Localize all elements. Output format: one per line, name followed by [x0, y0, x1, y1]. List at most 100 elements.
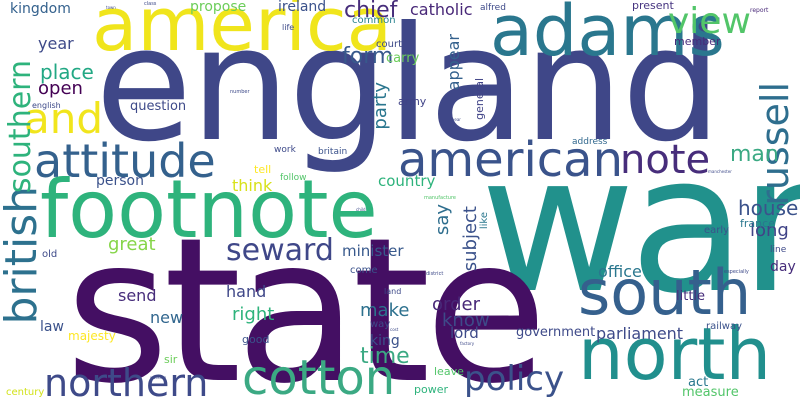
word-send: send [118, 286, 157, 305]
word-good: good [242, 333, 270, 346]
word-life: life [282, 23, 295, 32]
word-report: report [750, 7, 769, 14]
word-worker: worker [476, 131, 490, 136]
word-north: north [578, 312, 772, 396]
word-english: english [32, 101, 61, 110]
word-france: france [740, 217, 775, 230]
word-especially: especially [724, 269, 749, 275]
word-sir: sir [164, 353, 178, 366]
word-way: way [370, 319, 391, 330]
word-right: right [232, 304, 275, 325]
word-year: year [38, 34, 74, 53]
word-government: government [516, 325, 596, 340]
word-adams: adams [490, 0, 725, 72]
word-king: king [370, 333, 400, 349]
word-view: view [668, 1, 751, 42]
word-make: make [360, 300, 410, 321]
word-power: power [414, 383, 448, 396]
word-factory: factory [460, 341, 475, 346]
word-man: man [730, 142, 779, 167]
word-hand: hand [226, 282, 267, 301]
word-law: law [40, 319, 64, 335]
word-class: class [144, 1, 157, 7]
word-address: address [572, 137, 608, 147]
word-tell: tell [254, 163, 272, 176]
word-old: old [42, 249, 58, 260]
word-british: british [0, 186, 47, 325]
word-manufacture: manufacture [424, 195, 456, 201]
word-appear: appear [444, 34, 463, 91]
word-child: child [356, 207, 366, 212]
word-britain: britain [318, 147, 348, 157]
word-come: come [350, 265, 378, 276]
word-leave: leave [434, 365, 464, 378]
word-policy: policy [464, 359, 565, 399]
word-order: order [432, 294, 480, 315]
word-year-small: year [452, 117, 461, 122]
word-long: long [750, 220, 789, 241]
word-time: time [360, 344, 410, 369]
word-seward: seward [226, 233, 334, 268]
word-southern: southern [3, 60, 38, 194]
word-common: common [352, 15, 396, 26]
word-new: new [150, 308, 184, 327]
word-know: know [442, 310, 490, 331]
word-note: note [620, 137, 711, 183]
word-and: and [24, 94, 104, 143]
word-kingdom: kingdom [10, 1, 71, 17]
word-chief: chief [344, 0, 398, 23]
word-think: think [232, 176, 273, 195]
word-general: general [473, 78, 486, 120]
word-district: district [426, 271, 444, 277]
word-manchester: manchester [708, 169, 732, 174]
word-state: state [65, 195, 548, 400]
word-great: great [108, 234, 156, 255]
word-minister: minister [342, 242, 404, 260]
word-day: day [770, 259, 796, 275]
word-ireland: ireland [278, 0, 327, 15]
word-follow: follow [280, 173, 307, 183]
word-england: england [95, 0, 722, 177]
word-subject: subject [460, 206, 481, 272]
word-working: working [150, 375, 166, 380]
word-form: form [342, 44, 394, 69]
word-court: court [376, 39, 402, 50]
word-person: person [96, 173, 144, 189]
word-office: office [598, 262, 642, 281]
word-catholic: catholic [410, 0, 473, 19]
word-army: army [398, 95, 427, 108]
word-railway: railway [706, 321, 743, 332]
word-northern: northern [44, 361, 209, 400]
word-little: little [676, 289, 706, 304]
word-alfred: alfred [480, 3, 506, 13]
word-say: say [432, 204, 453, 236]
word-america: america [92, 0, 392, 68]
word-cost: cost [390, 327, 399, 332]
word-land: land [384, 287, 402, 296]
word-measure: measure [682, 385, 739, 400]
word-american: american [398, 132, 623, 188]
word-cotton: cotton [242, 350, 396, 400]
word-country: country [378, 172, 436, 190]
word-south: south [578, 256, 752, 329]
word-place: place [40, 60, 94, 84]
word-number: number [230, 89, 250, 95]
word-house: house [738, 196, 799, 220]
word-footnote: footnote [40, 163, 378, 256]
word-war: war [480, 114, 800, 335]
word-line: line [770, 245, 787, 255]
word-present: present [632, 0, 674, 12]
word-work: work [274, 145, 296, 155]
word-attitude: attitude [34, 134, 216, 188]
word-parliament: parliament [596, 324, 684, 343]
word-propose: propose [190, 0, 247, 15]
word-open: open [38, 78, 83, 99]
word-member: member [674, 35, 721, 48]
word-question: question [130, 99, 187, 114]
word-early: early [704, 225, 730, 236]
word-lord: lord [450, 324, 479, 342]
word-town: town [106, 5, 116, 10]
word-like: like [479, 212, 490, 230]
word-act: act [688, 375, 709, 390]
